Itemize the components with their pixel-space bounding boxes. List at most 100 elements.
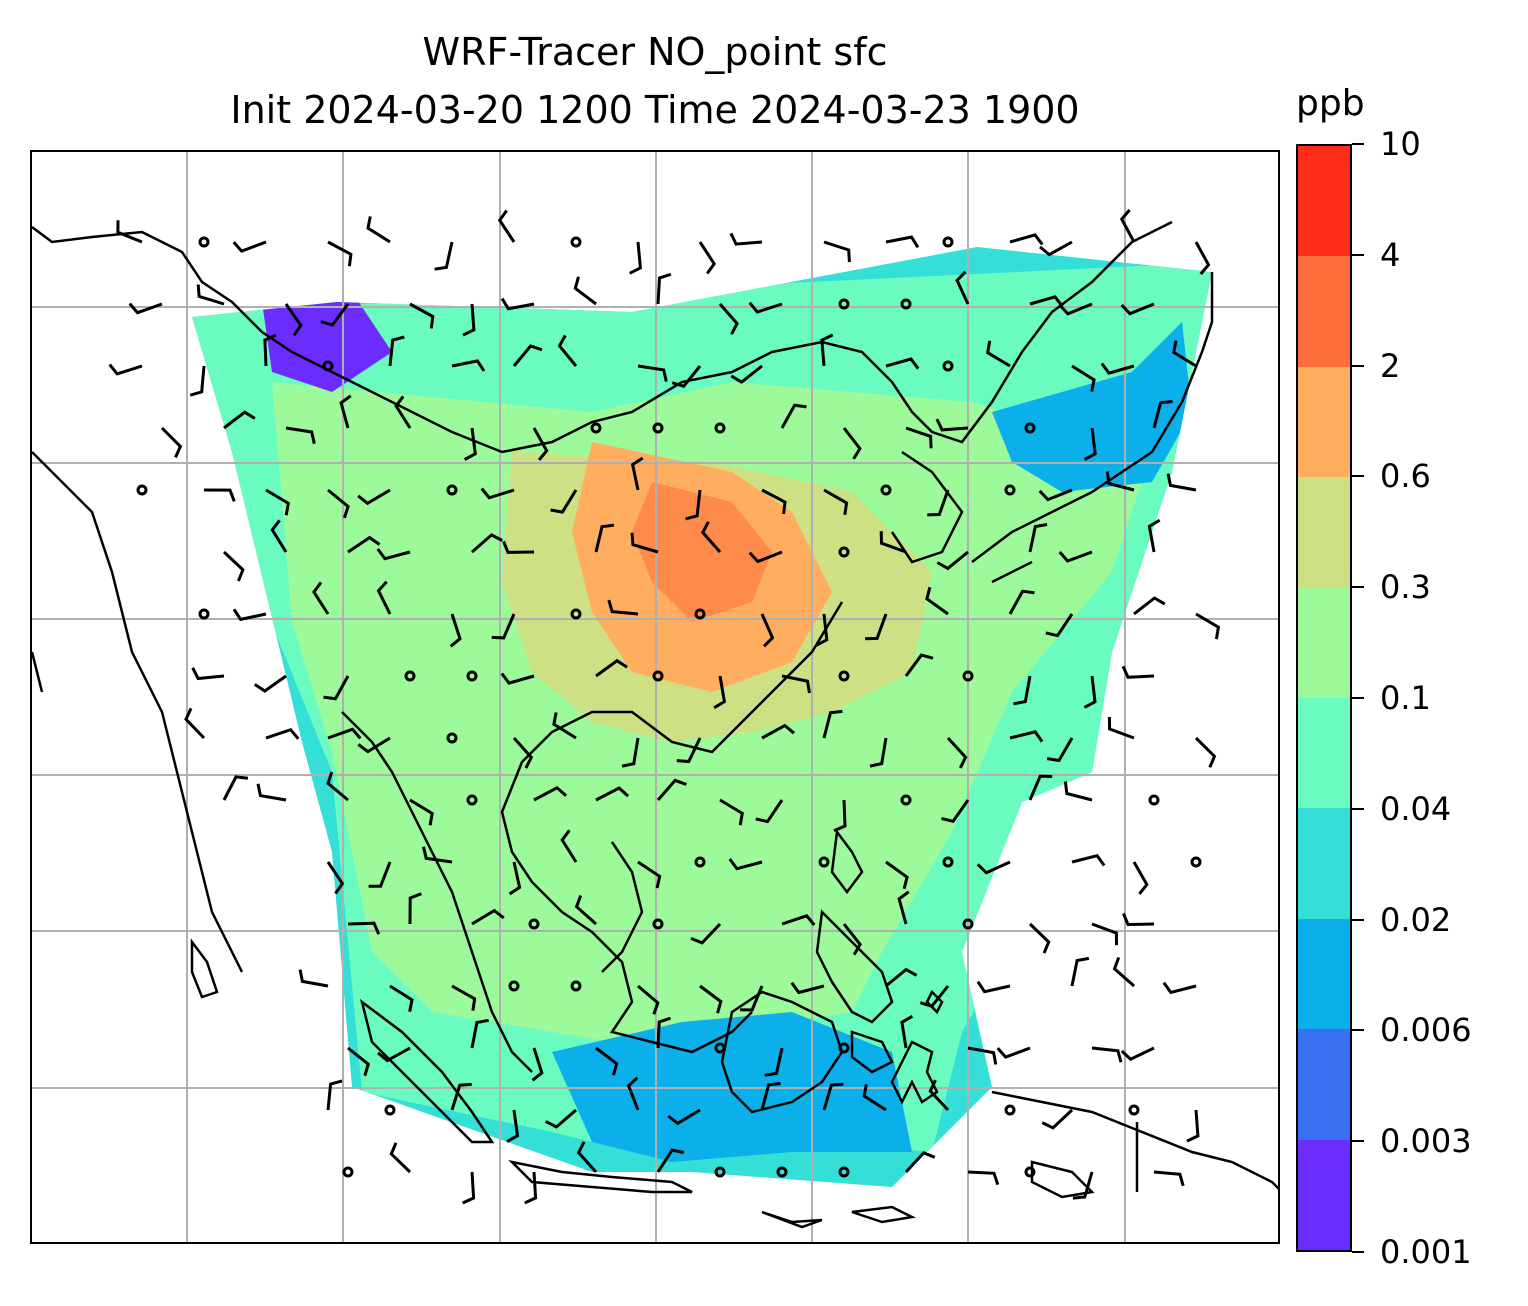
coastline (190, 938, 219, 999)
wind-barb (699, 984, 723, 1014)
wind-barb (637, 984, 660, 1015)
calm-wind-marker (570, 608, 582, 620)
wind-barb (408, 892, 422, 925)
wind-barb (1046, 737, 1074, 763)
wind-barb (326, 861, 345, 895)
map-title-line-1: WRF-Tracer NO_point sfc (422, 30, 888, 74)
calm-wind-marker (838, 298, 850, 310)
wind-barb (232, 240, 267, 253)
wind-barb (946, 736, 968, 769)
wind-barb (184, 707, 206, 740)
wind-barb (976, 860, 1011, 875)
wind-barb (500, 672, 535, 685)
colorbar-segment (1298, 1139, 1350, 1250)
colorbar-segment (1298, 366, 1350, 478)
wind-barb (1152, 400, 1173, 429)
wind-barb (368, 861, 392, 888)
wind-barb (560, 829, 578, 863)
coastline (1030, 1160, 1095, 1199)
wind-barb (656, 778, 687, 801)
wind-barb (1162, 981, 1197, 995)
wind-barb (108, 363, 143, 376)
colorbar-tick-label: 0.006 (1380, 1011, 1472, 1050)
wind-barb (820, 333, 834, 367)
colorbar-tick (1352, 364, 1364, 367)
wind-barb (936, 550, 969, 571)
coastline (830, 828, 864, 895)
calm-wind-marker (528, 918, 540, 930)
wind-barb (760, 613, 775, 648)
wind-barb (451, 984, 477, 1011)
colorbar-tick (1352, 1251, 1364, 1253)
wind-barb (223, 410, 256, 430)
wind-barb (1132, 861, 1149, 895)
colorbar-tick (1352, 1140, 1364, 1143)
wind-barb (284, 303, 303, 337)
wind-barb (885, 860, 909, 890)
wind-barb (700, 521, 722, 553)
wind-barb (967, 1046, 998, 1065)
calm-wind-marker (776, 1166, 788, 1178)
calm-wind-marker (818, 856, 830, 868)
wind-barb (116, 220, 143, 244)
coastline (991, 1090, 1278, 1190)
wind-barb (1028, 922, 1051, 954)
wind-barb (676, 737, 702, 764)
wind-barb (925, 586, 949, 616)
wind-barb (471, 908, 505, 926)
wind-barb (935, 418, 969, 432)
calm-wind-marker (1148, 794, 1160, 806)
colorbar-segment (1298, 145, 1350, 257)
wind-barb (630, 456, 644, 491)
wind-barb (671, 365, 702, 389)
wind-barb (389, 1142, 412, 1174)
wind-barb (595, 786, 630, 802)
wind-barb (327, 240, 353, 267)
wind-barb (928, 1079, 950, 1112)
calm-wind-marker (652, 422, 664, 434)
calm-wind-marker (590, 422, 602, 434)
calm-wind-marker (838, 1042, 850, 1054)
wind-barb (1121, 665, 1155, 679)
wind-barb (885, 235, 920, 249)
wind-barb (508, 861, 522, 896)
map-title-line-2: Init 2024-03-20 1200 Time 2024-03-23 190… (230, 88, 1080, 132)
calm-wind-marker (384, 1104, 396, 1116)
wind-barb (491, 613, 516, 640)
colorbar-tick-label: 10 (1380, 125, 1421, 163)
wind-barb (461, 1171, 476, 1205)
wind-barb (885, 357, 920, 370)
coastline (761, 1210, 823, 1229)
coastline (32, 451, 244, 973)
calm-wind-marker (136, 484, 148, 496)
calm-wind-marker (838, 546, 850, 558)
wind-barb (1194, 736, 1217, 768)
coastline (508, 1159, 693, 1194)
wind-barb (781, 674, 811, 694)
wind-barb (376, 580, 392, 615)
wind-barb (285, 426, 316, 445)
map-panel (30, 150, 1280, 1244)
calm-wind-marker (652, 918, 664, 930)
colorbar-segment (1298, 918, 1350, 1030)
colorbar-tick (1352, 807, 1364, 810)
wind-barb (263, 333, 277, 367)
wind-barb (471, 533, 503, 554)
wind-barb (629, 241, 642, 275)
wind-barb (690, 922, 722, 945)
calm-wind-marker (1190, 856, 1202, 868)
wind-barb (905, 426, 933, 449)
wind-barbs (108, 209, 1221, 1205)
wind-barb (833, 799, 847, 833)
coastline (971, 272, 1214, 563)
wind-barb (1119, 209, 1136, 243)
calm-wind-marker (714, 1166, 726, 1178)
calm-wind-marker (694, 856, 706, 868)
wind-barb (637, 860, 662, 889)
wind-barb (748, 301, 783, 314)
wind-barb (196, 284, 225, 306)
coastline (32, 220, 1173, 454)
wind-barb (1166, 473, 1197, 492)
wind-barb (822, 709, 843, 739)
wind-barb (500, 297, 535, 311)
